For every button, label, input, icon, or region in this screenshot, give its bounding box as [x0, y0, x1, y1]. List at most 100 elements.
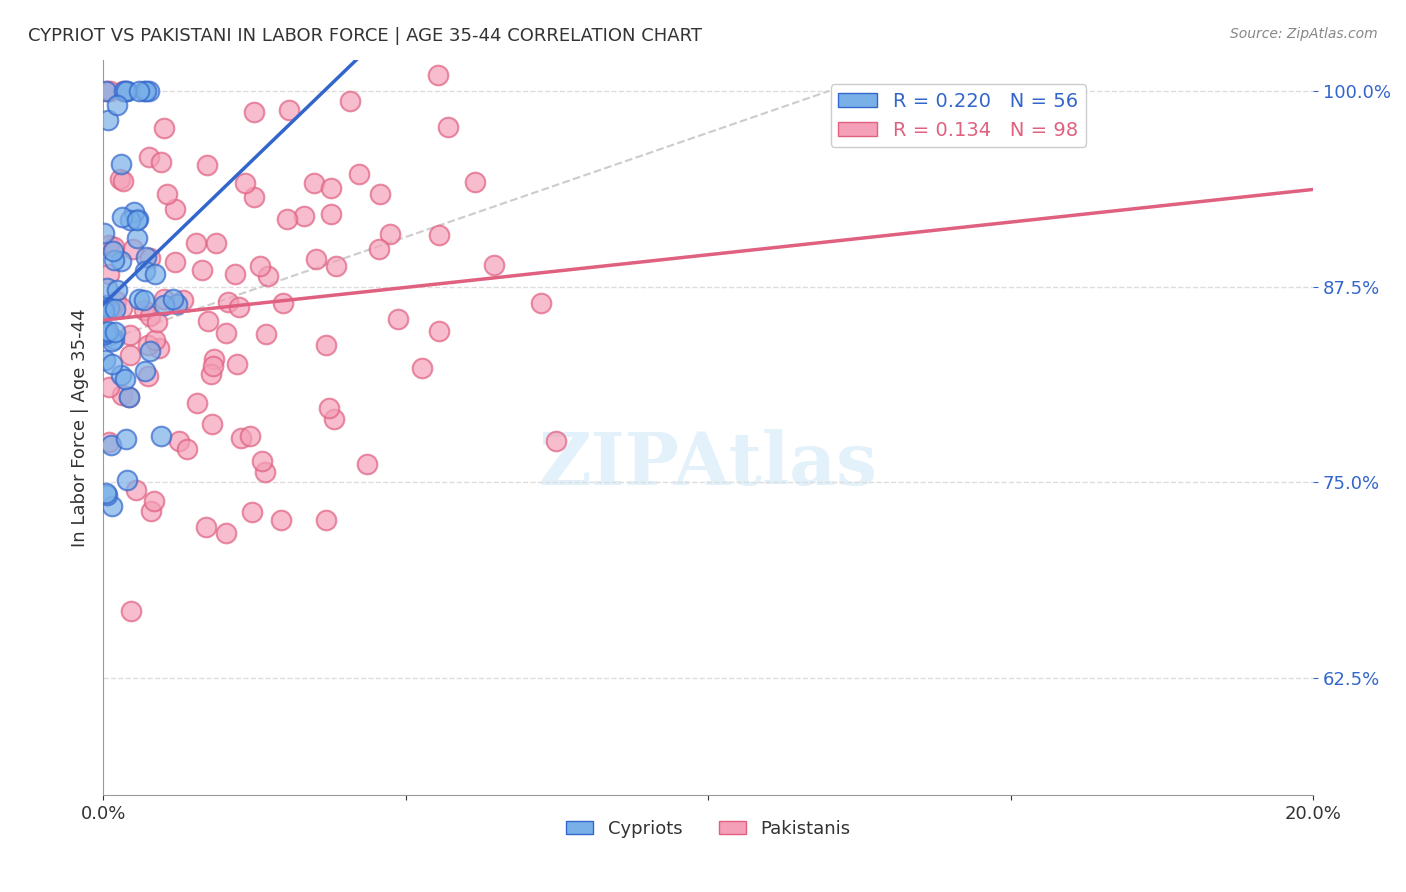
- Pakistanis: [97, 238, 120, 252]
- Pakistanis: [118, 390, 141, 404]
- Cypriots: [97, 329, 120, 343]
- Cypriots: [97, 112, 120, 127]
- Cypriots: [93, 304, 115, 318]
- Y-axis label: In Labor Force | Age 35-44: In Labor Force | Age 35-44: [72, 309, 89, 547]
- Pakistanis: [200, 368, 222, 382]
- Cypriots: [100, 358, 122, 372]
- Cypriots: [105, 284, 128, 298]
- Pakistanis: [122, 242, 145, 256]
- Pakistanis: [152, 292, 174, 306]
- Pakistanis: [111, 174, 134, 188]
- Pakistanis: [368, 242, 391, 256]
- Cypriots: [127, 212, 149, 227]
- Cypriots: [110, 157, 132, 171]
- Pakistanis: [315, 338, 337, 352]
- Cypriots: [125, 231, 148, 245]
- Cypriots: [150, 429, 173, 443]
- Cypriots: [94, 327, 117, 342]
- Pakistanis: [215, 526, 238, 541]
- Pakistanis: [205, 235, 228, 250]
- Pakistanis: [110, 172, 132, 186]
- Pakistanis: [105, 293, 128, 308]
- Cypriots: [122, 204, 145, 219]
- Cypriots: [110, 368, 132, 382]
- Pakistanis: [201, 417, 224, 431]
- Cypriots: [103, 332, 125, 346]
- Pakistanis: [143, 333, 166, 347]
- Pakistanis: [387, 311, 409, 326]
- Pakistanis: [217, 295, 239, 310]
- Cypriots: [111, 211, 134, 225]
- Pakistanis: [98, 84, 121, 98]
- Cypriots: [117, 390, 139, 404]
- Cypriots: [112, 84, 135, 98]
- Cypriots: [120, 213, 142, 227]
- Pakistanis: [186, 396, 208, 410]
- Cypriots: [134, 263, 156, 277]
- Pakistanis: [97, 380, 120, 394]
- Pakistanis: [411, 361, 433, 376]
- Cypriots: [93, 226, 115, 240]
- Pakistanis: [186, 236, 208, 251]
- Cypriots: [114, 84, 136, 98]
- Pakistanis: [271, 296, 294, 310]
- Pakistanis: [437, 120, 460, 134]
- Pakistanis: [125, 483, 148, 497]
- Pakistanis: [257, 268, 280, 283]
- Cypriots: [166, 297, 188, 311]
- Cypriots: [128, 84, 150, 98]
- Pakistanis: [249, 259, 271, 273]
- Pakistanis: [305, 252, 328, 267]
- Cypriots: [127, 212, 149, 227]
- Cypriots: [104, 326, 127, 340]
- Pakistanis: [197, 314, 219, 328]
- Pakistanis: [315, 513, 337, 527]
- Cypriots: [132, 84, 155, 98]
- Pakistanis: [254, 466, 277, 480]
- Pakistanis: [172, 293, 194, 307]
- Pakistanis: [427, 324, 450, 338]
- Pakistanis: [427, 227, 450, 242]
- Cypriots: [110, 254, 132, 268]
- Pakistanis: [228, 300, 250, 314]
- Pakistanis: [482, 258, 505, 272]
- Text: ZIPAtlas: ZIPAtlas: [538, 429, 877, 500]
- Cypriots: [94, 486, 117, 500]
- Pakistanis: [240, 505, 263, 519]
- Cypriots: [143, 267, 166, 281]
- Cypriots: [96, 488, 118, 502]
- Pakistanis: [167, 434, 190, 449]
- Pakistanis: [97, 267, 120, 281]
- Cypriots: [96, 281, 118, 295]
- Pakistanis: [252, 454, 274, 468]
- Cypriots: [115, 84, 138, 98]
- Pakistanis: [270, 513, 292, 527]
- Cypriots: [135, 84, 157, 98]
- Pakistanis: [136, 369, 159, 384]
- Pakistanis: [142, 494, 165, 508]
- Pakistanis: [139, 309, 162, 323]
- Pakistanis: [97, 435, 120, 450]
- Cypriots: [101, 500, 124, 514]
- Pakistanis: [111, 388, 134, 402]
- Pakistanis: [111, 301, 134, 315]
- Pakistanis: [176, 442, 198, 456]
- Text: Source: ZipAtlas.com: Source: ZipAtlas.com: [1230, 27, 1378, 41]
- Pakistanis: [150, 155, 173, 169]
- Pakistanis: [100, 301, 122, 316]
- Pakistanis: [103, 240, 125, 254]
- Pakistanis: [146, 315, 169, 329]
- Text: CYPRIOT VS PAKISTANI IN LABOR FORCE | AGE 35-44 CORRELATION CHART: CYPRIOT VS PAKISTANI IN LABOR FORCE | AG…: [28, 27, 702, 45]
- Pakistanis: [243, 189, 266, 203]
- Pakistanis: [153, 120, 176, 135]
- Pakistanis: [339, 95, 361, 109]
- Pakistanis: [233, 176, 256, 190]
- Pakistanis: [224, 267, 246, 281]
- Cypriots: [115, 473, 138, 487]
- Cypriots: [97, 324, 120, 338]
- Pakistanis: [156, 187, 179, 202]
- Pakistanis: [368, 186, 391, 201]
- Cypriots: [134, 364, 156, 378]
- Pakistanis: [191, 263, 214, 277]
- Pakistanis: [380, 227, 402, 241]
